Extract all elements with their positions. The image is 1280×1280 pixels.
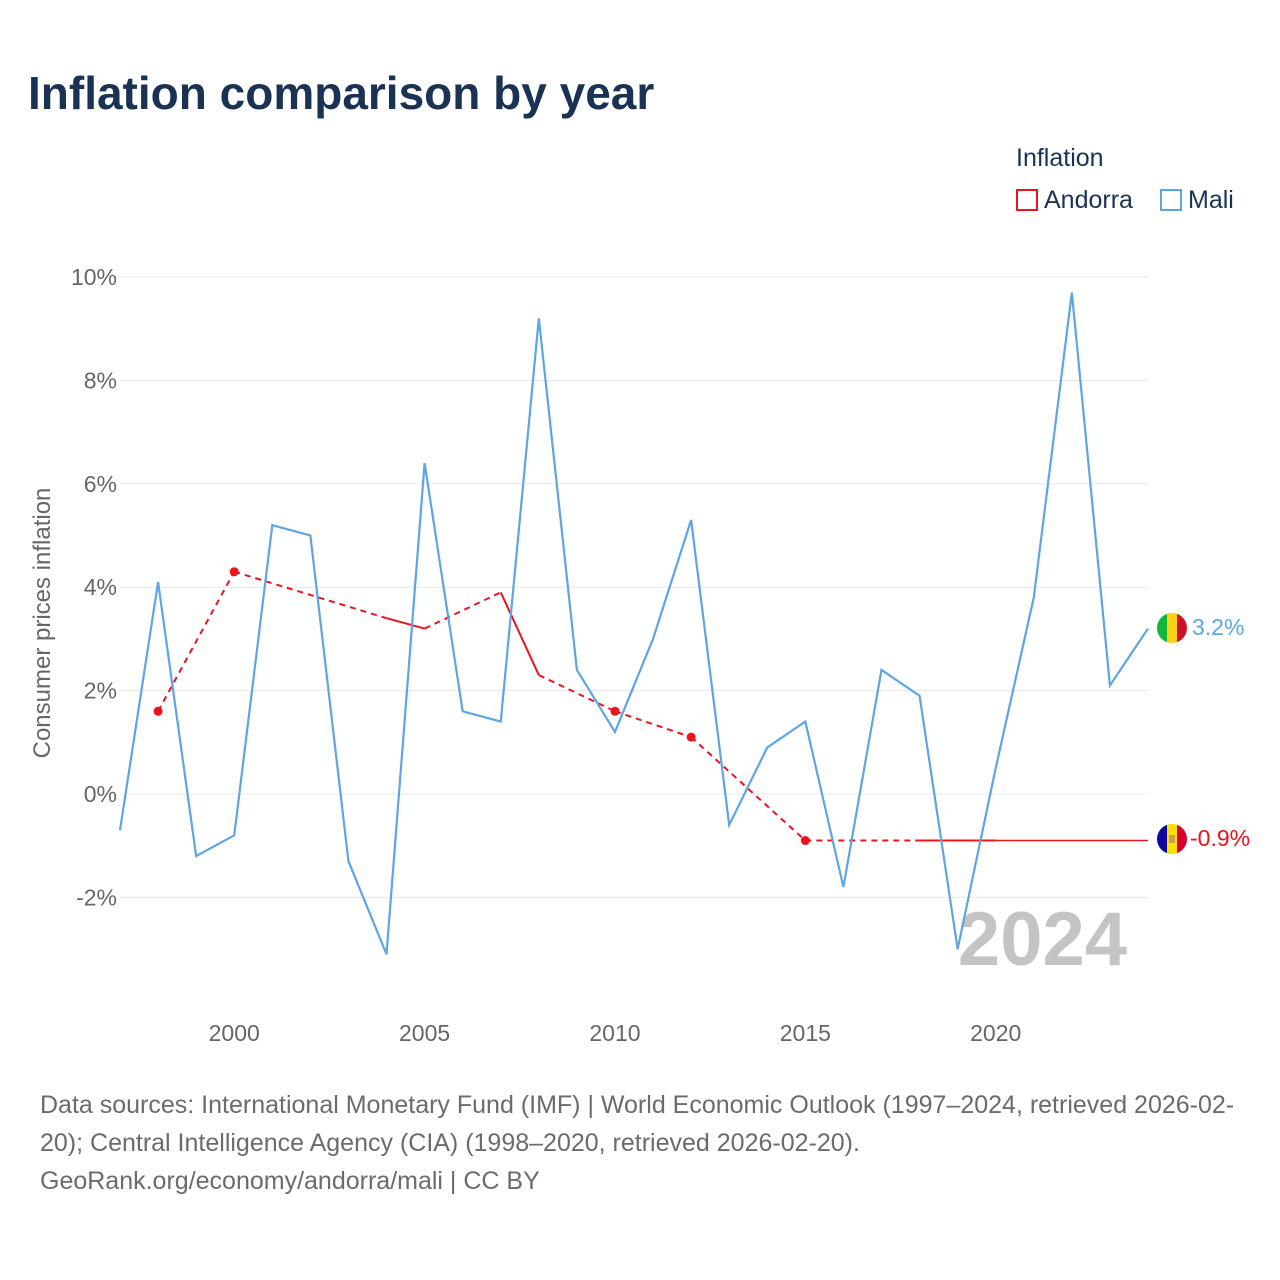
legend-swatch-mali bbox=[1160, 189, 1182, 211]
andorra-point bbox=[153, 706, 163, 716]
andorra-point bbox=[610, 706, 620, 716]
andorra-line-segment bbox=[233, 570, 387, 620]
x-tick-label: 2005 bbox=[399, 1020, 450, 1046]
y-tick-label: 4% bbox=[84, 574, 117, 600]
footer: Data sources: International Monetary Fun… bbox=[40, 1086, 1250, 1200]
andorra-line-segment bbox=[499, 591, 540, 676]
y-tick-label: -2% bbox=[76, 884, 117, 910]
andorra-line-segment bbox=[690, 736, 807, 842]
mali-end-label: 3.2% bbox=[1192, 614, 1244, 640]
data-sources: Data sources: International Monetary Fun… bbox=[40, 1091, 1235, 1157]
legend-label-andorra: Andorra bbox=[1044, 185, 1133, 214]
andorra-point bbox=[229, 567, 239, 577]
x-tick-label: 2020 bbox=[970, 1020, 1021, 1046]
credit-link[interactable]: GeoRank.org/economy/andorra/mali | CC BY bbox=[40, 1167, 540, 1195]
mali-line bbox=[118, 292, 1149, 955]
andorra-line-segment bbox=[157, 571, 236, 712]
x-tick-label: 2015 bbox=[780, 1020, 831, 1046]
y-tick-label: 2% bbox=[84, 678, 117, 704]
y-axis-label: Consumer prices inflation bbox=[29, 488, 56, 759]
andorra-line-segment bbox=[424, 591, 502, 630]
legend-title: Inflation bbox=[1016, 144, 1104, 172]
legend-item-mali[interactable]: Mali bbox=[1160, 186, 1234, 214]
andorra-point bbox=[800, 836, 810, 846]
year-watermark: 2024 bbox=[958, 897, 1127, 982]
andorra-line-segment bbox=[614, 710, 692, 739]
legend-label-mali: Mali bbox=[1188, 185, 1234, 214]
y-tick-label: 10% bbox=[71, 264, 117, 290]
x-tick-label: 2000 bbox=[209, 1020, 260, 1046]
andorra-end-label: -0.9% bbox=[1190, 825, 1250, 851]
andorra-point bbox=[686, 732, 696, 742]
legend-swatch-andorra bbox=[1016, 189, 1038, 211]
andorra-line-segment bbox=[538, 674, 616, 713]
andorra-line-segment bbox=[386, 617, 425, 630]
y-tick-label: 0% bbox=[84, 781, 117, 807]
mali-flag-icon bbox=[1157, 613, 1187, 643]
y-tick-label: 6% bbox=[84, 471, 117, 497]
chart-title: Inflation comparison by year bbox=[28, 67, 655, 119]
y-tick-label: 8% bbox=[84, 367, 117, 393]
legend-item-andorra[interactable]: Andorra bbox=[1016, 186, 1133, 214]
andorra-flag-icon bbox=[1157, 824, 1187, 854]
x-tick-label: 2010 bbox=[589, 1020, 640, 1046]
